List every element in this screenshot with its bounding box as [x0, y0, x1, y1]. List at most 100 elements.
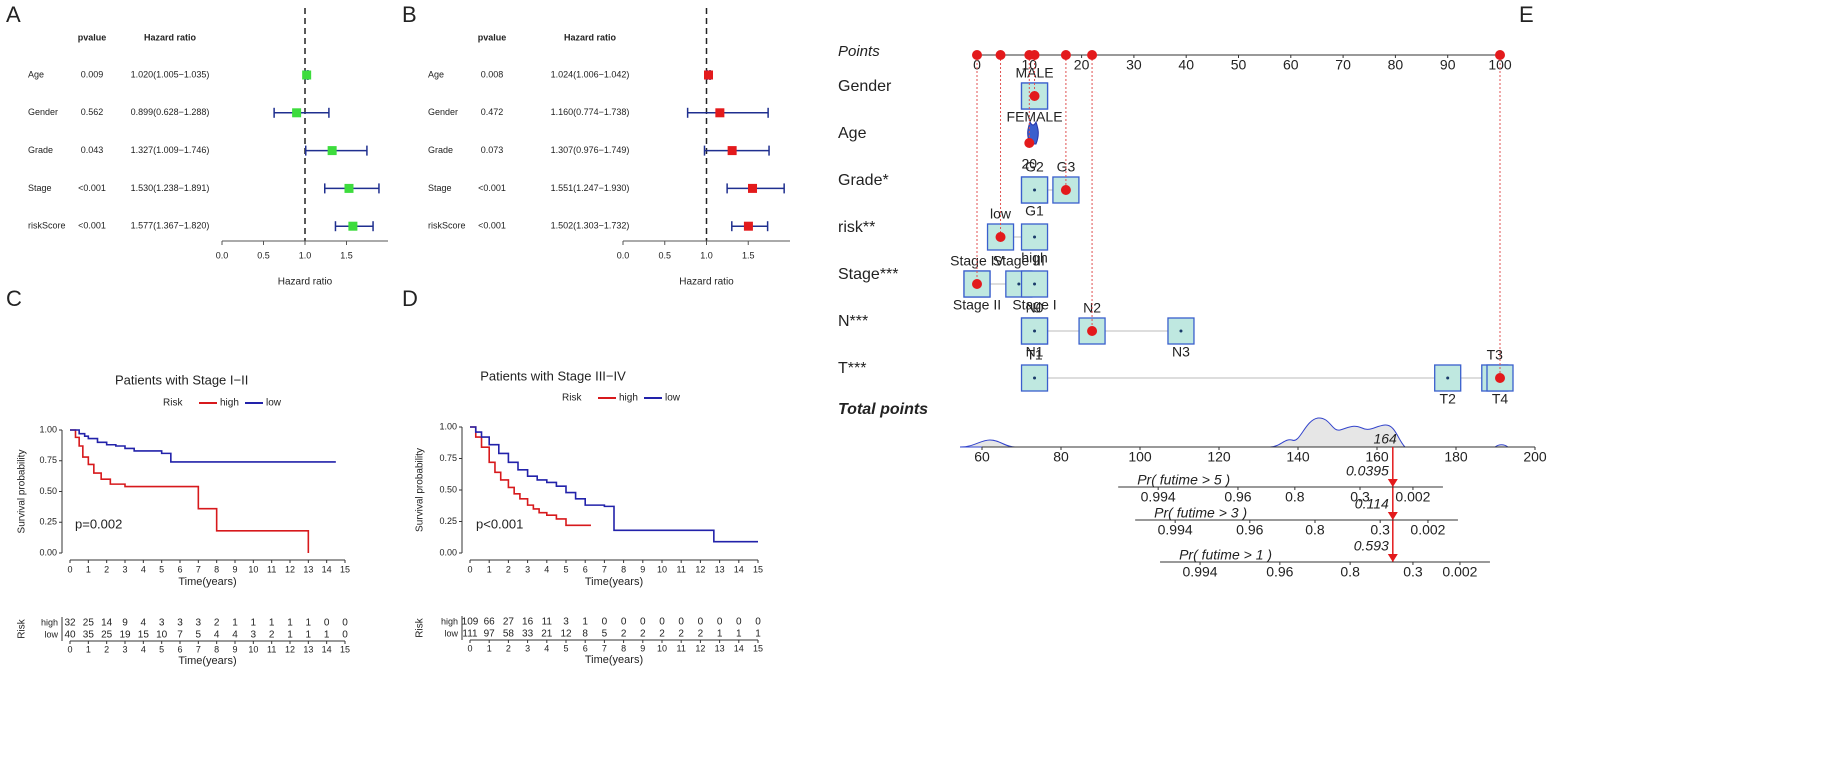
- variable-label: N***: [838, 313, 868, 330]
- panel-letter: B: [402, 2, 417, 27]
- probability-axis-label: Pr( futime > 5 ): [1137, 472, 1230, 488]
- probability-tick-label: 0.994: [1158, 522, 1193, 538]
- risk-x-tick-label: 15: [340, 644, 350, 654]
- total-tick-label: 140: [1286, 449, 1310, 465]
- total-points-label: Total points: [838, 401, 928, 418]
- total-tick-label: 100: [1128, 449, 1152, 465]
- level-label: Stage I: [1012, 297, 1056, 313]
- at-risk-count: 0: [640, 617, 646, 628]
- x-tick-label: 13: [715, 564, 725, 574]
- x-tick-label: 0.0: [617, 250, 630, 260]
- y-axis-label: Survival probability: [17, 450, 28, 534]
- hazard-ratio-label: 1.024(1.006−1.042): [551, 69, 630, 79]
- pvalue: <0.001: [78, 183, 106, 193]
- hazard-ratio-marker: [302, 70, 312, 80]
- chart-title: Patients with Stage III−IV: [480, 368, 626, 383]
- variable-label: Grade*: [838, 172, 889, 189]
- total-value: 164: [1373, 431, 1397, 447]
- level-label: G2: [1025, 159, 1044, 175]
- x-tick-label: 8: [621, 564, 626, 574]
- x-axis-label: Time(years): [585, 576, 643, 588]
- row-label: Grade: [28, 145, 53, 155]
- risk-x-tick-label: 5: [159, 644, 164, 654]
- at-risk-count: 1: [736, 629, 742, 640]
- row-label: Grade: [428, 145, 453, 155]
- total-points-density: [959, 417, 1510, 448]
- at-risk-count: 97: [484, 629, 496, 640]
- points-tick-label: 20: [1074, 57, 1090, 73]
- probability-tick-label: 0.3: [1370, 522, 1390, 538]
- chart-title: Patients with Stage I−II: [115, 372, 248, 387]
- column-header: Hazard ratio: [564, 32, 617, 42]
- selected-level-dot: [995, 232, 1006, 242]
- risk-x-axis-label: Time(years): [585, 654, 643, 666]
- x-tick-label: 5: [563, 564, 568, 574]
- x-tick-label: 6: [583, 564, 588, 574]
- at-risk-count: 0: [621, 617, 627, 628]
- risk-x-tick-label: 14: [322, 644, 332, 654]
- x-tick-label: 15: [753, 564, 763, 574]
- x-tick-label: 7: [196, 564, 201, 574]
- risk-x-tick-label: 2: [506, 643, 511, 653]
- panel-letter: C: [6, 286, 22, 311]
- x-axis-label: Hazard ratio: [278, 277, 333, 288]
- risk-x-tick-label: 5: [563, 643, 568, 653]
- level-label: N0: [1026, 300, 1044, 316]
- selected-level-dot: [1024, 138, 1035, 148]
- row-label: Stage: [428, 183, 452, 193]
- risk-x-tick-label: 10: [657, 643, 667, 653]
- total-tick-label: 200: [1523, 449, 1547, 465]
- x-tick-label: 1: [487, 564, 492, 574]
- legend-title: Risk: [163, 398, 183, 409]
- variable-label: Gender: [838, 78, 892, 95]
- risk-x-tick-label: 14: [734, 643, 744, 653]
- y-tick-label: 0.75: [439, 453, 457, 463]
- probability-tick-label: 0.002: [1395, 489, 1430, 505]
- x-tick-label: 13: [303, 564, 313, 574]
- risk-x-tick-label: 7: [602, 643, 607, 653]
- probability-tick-label: 0.8: [1305, 522, 1325, 538]
- level-dot: [1033, 329, 1037, 333]
- level-label: high: [1021, 250, 1047, 266]
- x-tick-label: 10: [657, 564, 667, 574]
- probability-tick-label: 0.002: [1442, 564, 1477, 580]
- risk-x-tick-label: 8: [214, 644, 219, 654]
- x-tick-label: 0: [67, 564, 72, 574]
- selected-level-dot: [1029, 91, 1040, 101]
- at-risk-count: 3: [196, 618, 202, 629]
- risk-row-label: low: [444, 628, 458, 638]
- x-tick-label: 0: [467, 564, 472, 574]
- x-tick-label: 3: [525, 564, 530, 574]
- column-header: pvalue: [478, 32, 507, 42]
- at-risk-count: 5: [602, 629, 608, 640]
- at-risk-count: 4: [214, 630, 220, 641]
- hazard-ratio-label: 1.502(1.303−1.732): [551, 221, 630, 231]
- pvalue: <0.001: [478, 183, 506, 193]
- selected-level-dot: [972, 279, 982, 289]
- risk-x-tick-label: 9: [232, 644, 237, 654]
- at-risk-count: 2: [698, 629, 704, 640]
- risk-x-axis-label: Time(years): [178, 655, 236, 667]
- at-risk-count: 27: [503, 617, 515, 628]
- hazard-ratio-marker: [327, 146, 337, 156]
- at-risk-count: 1: [582, 617, 588, 628]
- at-risk-count: 0: [324, 618, 330, 629]
- y-tick-label: 0.50: [39, 486, 57, 496]
- level-dot: [1446, 376, 1450, 380]
- risk-x-tick-label: 15: [753, 643, 763, 653]
- level-label: N1: [1026, 344, 1044, 360]
- level-dot: [1179, 329, 1183, 333]
- at-risk-count: 2: [678, 629, 684, 640]
- legend-label: low: [266, 398, 282, 409]
- points-tick-label: 70: [1335, 57, 1351, 73]
- level-label: Stage III: [993, 253, 1045, 269]
- risk-x-tick-label: 1: [487, 643, 492, 653]
- points-tick-label: 90: [1440, 57, 1456, 73]
- probability-axis-label: Pr( futime > 3 ): [1154, 505, 1247, 521]
- at-risk-count: 35: [83, 630, 95, 641]
- at-risk-count: 3: [251, 630, 257, 641]
- row-label: Age: [428, 69, 444, 79]
- total-tick-label: 80: [1053, 449, 1069, 465]
- points-axis-dot: [972, 50, 982, 60]
- y-tick-label: 1.00: [439, 421, 457, 431]
